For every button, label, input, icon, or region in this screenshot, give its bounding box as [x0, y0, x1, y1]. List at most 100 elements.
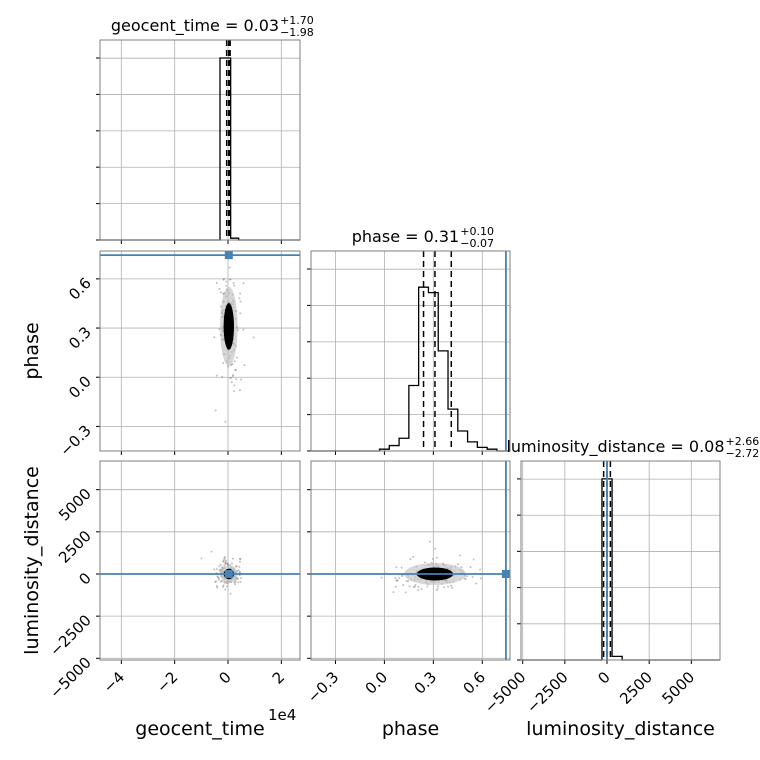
sample-point	[215, 568, 218, 571]
panel-frame	[310, 250, 511, 452]
sample-point	[404, 591, 407, 594]
tick-label-x-phase: 0.3	[411, 668, 441, 698]
sample-point	[435, 589, 438, 592]
sample-point	[233, 360, 236, 363]
sample-point	[224, 562, 227, 565]
title-eq: =	[220, 16, 244, 35]
title-minus-phase: −0.07	[460, 237, 494, 250]
sample-point	[436, 587, 439, 590]
sample-point	[224, 420, 227, 423]
histogram-geocent_time	[100, 57, 300, 241]
sample-point	[232, 282, 235, 285]
sample-point	[394, 577, 397, 580]
sample-point	[431, 557, 434, 560]
tick-label-x-geocent_time: 2	[269, 668, 288, 687]
sample-point	[239, 312, 242, 315]
x-axis-label-luminosity-distance: luminosity_distance	[526, 718, 715, 740]
y-axis-label-luminosity-distance: luminosity_distance	[21, 466, 43, 655]
sample-point	[479, 568, 482, 571]
panel-phase-vs-geocent_time	[96, 250, 301, 455]
tick-label-x-phase: −0.3	[304, 668, 342, 706]
sample-point	[237, 581, 240, 584]
sample-point	[413, 585, 416, 588]
title-median: 0.08	[689, 437, 725, 456]
sample-point	[479, 577, 482, 580]
x-offset-text-geocent-time: 1e4	[268, 706, 296, 724]
sample-point	[409, 558, 412, 561]
sample-point	[240, 577, 243, 580]
sample-point	[417, 585, 420, 588]
title-plus-phase: +0.10	[460, 225, 494, 238]
sample-point	[230, 381, 233, 384]
sample-point	[396, 579, 399, 582]
sample-point	[222, 361, 225, 364]
tick-label-x-geocent_time: −2	[153, 668, 181, 696]
sample-point	[220, 291, 223, 294]
panel-frame	[99, 39, 301, 241]
panel-frame	[310, 460, 511, 661]
truth-marker	[224, 569, 233, 578]
sample-point	[216, 576, 219, 579]
tick-label-x-luminosity_distance: −5000	[481, 668, 530, 717]
sample-point	[222, 277, 225, 280]
sample-point	[223, 564, 226, 567]
sample-point	[215, 374, 218, 377]
panel-geocent_time-vs-geocent_time	[96, 39, 301, 244]
panel-luminosity_distance-vs-luminosity_distance	[517, 460, 721, 664]
sample-point	[401, 575, 404, 578]
sample-point	[456, 563, 459, 566]
sample-point	[395, 566, 398, 569]
histogram-phase	[311, 286, 510, 452]
sample-point	[214, 409, 217, 412]
panel-frame	[99, 250, 301, 452]
sample-point	[234, 581, 237, 584]
sample-point	[215, 585, 218, 588]
sample-point	[471, 575, 474, 578]
sample-point	[428, 540, 431, 543]
tick-label-y-phase: 0.3	[65, 323, 95, 353]
sample-point	[222, 585, 225, 588]
sample-point	[465, 575, 468, 578]
sample-point	[239, 292, 242, 295]
truth-marker	[224, 251, 233, 260]
tick-label-y-phase: −0.3	[56, 422, 94, 460]
title-name: phase	[352, 227, 400, 246]
sample-point	[221, 375, 224, 378]
sample-point	[414, 584, 417, 587]
sample-point	[412, 555, 415, 558]
sample-point	[239, 580, 242, 583]
title-median: 0.31	[424, 227, 460, 246]
sample-point	[219, 563, 222, 566]
sample-point	[228, 266, 231, 269]
sample-point	[234, 583, 237, 586]
title-eq: =	[665, 437, 689, 456]
tick-label-x-luminosity_distance: 5000	[658, 668, 698, 708]
title-name: luminosity_distance	[506, 437, 665, 457]
sample-point	[218, 328, 221, 331]
tick-label-x-phase: 0.0	[362, 668, 392, 698]
sample-point	[458, 554, 461, 557]
sample-point	[213, 568, 216, 571]
sample-point	[200, 557, 203, 560]
sample-point	[225, 284, 228, 287]
title-eq: =	[400, 227, 424, 246]
sample-point	[450, 584, 453, 587]
title-minus-geocent_time: −1.98	[280, 26, 314, 39]
sample-point	[233, 384, 236, 387]
sample-point	[231, 557, 234, 560]
sample-point	[229, 592, 232, 595]
sample-point	[235, 356, 238, 359]
panel-phase-vs-phase	[307, 250, 511, 455]
sample-point	[447, 585, 450, 588]
sample-point	[451, 586, 454, 589]
sample-point	[435, 556, 438, 559]
sample-point	[426, 585, 429, 588]
sample-point	[463, 577, 466, 580]
sample-point	[230, 562, 233, 565]
sample-point	[402, 584, 405, 587]
sample-point	[210, 550, 213, 553]
sample-point	[469, 565, 472, 568]
sample-point	[392, 591, 395, 594]
